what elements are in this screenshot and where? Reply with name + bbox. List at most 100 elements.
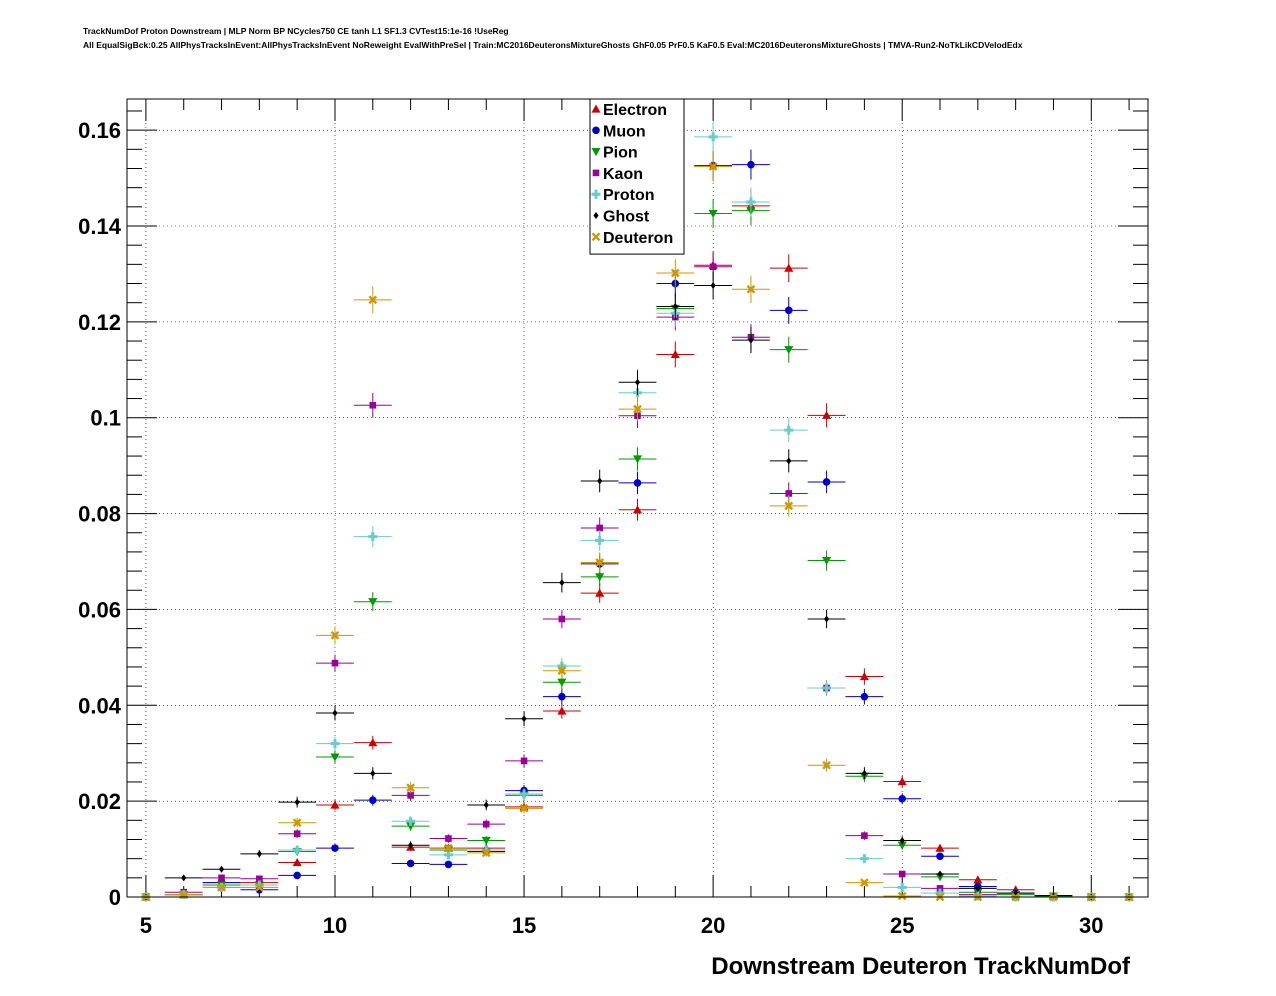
deuteron-marker: [784, 501, 794, 511]
deuteron-marker: [368, 295, 378, 305]
muon-marker: [633, 479, 642, 487]
legend-entry-ghost: Ghost: [593, 209, 650, 226]
series-pion: [127, 196, 1148, 902]
kaon-marker: [596, 524, 603, 532]
data-point-deuteron: [316, 626, 354, 645]
electron-marker: [935, 843, 945, 852]
data-point-kaon: [845, 831, 884, 840]
data-point-deuteron: [807, 758, 846, 772]
data-point-muon: [769, 296, 808, 324]
data-point-pion: [694, 199, 733, 229]
data-point-kaon: [202, 874, 241, 882]
data-point-kaon: [240, 875, 279, 883]
data-point-electron: [845, 668, 884, 685]
y-tick-label: 0.06: [78, 597, 121, 622]
data-point-ghost: [769, 449, 808, 473]
kaon-marker: [936, 885, 944, 892]
muon-marker: [368, 796, 377, 804]
electron-marker: [633, 505, 642, 514]
proton-marker: [519, 789, 529, 799]
data-point-proton: [769, 418, 808, 443]
deuteron-legend-marker: [591, 232, 601, 242]
data-point-proton: [278, 845, 317, 855]
deuteron-marker: [595, 558, 605, 567]
deuteron-marker: [481, 848, 491, 858]
data-point-deuteron: [240, 883, 279, 892]
legend-entry-muon: Muon: [592, 123, 646, 140]
legend-box: [589, 98, 685, 255]
deuteron-marker: [746, 284, 756, 294]
electron-marker: [822, 410, 832, 419]
pion-marker: [897, 841, 907, 850]
proton-legend-marker: [591, 189, 601, 199]
legend-label: Electron: [603, 102, 667, 119]
data-point-kaon: [505, 754, 543, 768]
data-point-muon: [278, 871, 317, 880]
ghost-marker: [823, 615, 830, 623]
kaon-marker: [293, 830, 301, 838]
proton-marker: [708, 132, 718, 142]
data-point-ghost: [202, 865, 241, 873]
ghost-marker: [786, 457, 792, 465]
deuteron-marker: [557, 666, 567, 676]
data-point-deuteron: [732, 275, 770, 303]
ghost-marker: [408, 841, 414, 849]
series-electron: [127, 191, 1148, 901]
proton-marker: [292, 845, 302, 855]
kaon-marker: [256, 875, 263, 883]
x-tick-label: 20: [701, 913, 725, 938]
pion-marker: [557, 678, 567, 687]
data-point-deuteron: [202, 883, 241, 892]
data-point-ghost: [467, 799, 506, 811]
data-point-muon: [807, 470, 846, 494]
kaon-marker: [709, 263, 717, 271]
electron-legend-marker: [591, 104, 601, 113]
data-point-ghost: [921, 870, 959, 878]
data-point-electron: [807, 403, 846, 428]
data-point-ghost: [240, 850, 279, 858]
muon-legend-marker: [592, 126, 600, 135]
electron-marker: [368, 738, 378, 747]
data-point-kaon: [278, 829, 317, 839]
legend-entry-kaon: Kaon: [592, 166, 643, 183]
deuteron-marker: [292, 818, 302, 828]
data-point-pion: [316, 750, 354, 764]
data-point-pion: [618, 447, 657, 471]
kaon-marker: [482, 820, 490, 828]
data-point-ghost: [542, 572, 581, 593]
ghost-marker: [256, 850, 262, 858]
data-point-muon: [542, 688, 581, 705]
data-point-pion: [769, 336, 808, 363]
electron-marker: [859, 672, 869, 681]
muon-marker: [331, 844, 339, 852]
muon-marker: [558, 692, 566, 701]
proton-marker: [784, 425, 794, 435]
deuteron-marker: [633, 404, 642, 414]
electron-marker: [784, 263, 794, 272]
data-point-proton: [353, 526, 392, 548]
legend-label: Muon: [603, 123, 646, 140]
muon-marker: [747, 160, 755, 169]
proton-marker: [368, 532, 378, 542]
pion-marker: [368, 598, 378, 607]
muon-marker: [293, 871, 301, 880]
electron-marker: [973, 875, 983, 884]
legend-label: Proton: [603, 187, 655, 204]
y-tick-label: 0.08: [78, 502, 121, 527]
kaon-marker: [520, 757, 528, 765]
muon-marker: [784, 306, 793, 315]
muon-marker: [898, 794, 907, 803]
ghost-marker: [294, 798, 300, 806]
ghost-marker: [370, 769, 376, 777]
data-point-ghost: [618, 369, 657, 395]
header-line-1: TrackNumDof Proton Downstream | MLP Norm…: [83, 26, 509, 36]
series-deuteron: [127, 151, 1148, 902]
x-tick-label: 5: [140, 913, 152, 938]
deuteron-marker: [330, 630, 340, 640]
deuteron-marker: [519, 803, 529, 813]
legend-entry-pion: Pion: [591, 145, 638, 162]
data-point-ghost: [505, 711, 543, 727]
data-point-ghost: [316, 705, 354, 721]
x-tick-label: 15: [512, 913, 536, 938]
